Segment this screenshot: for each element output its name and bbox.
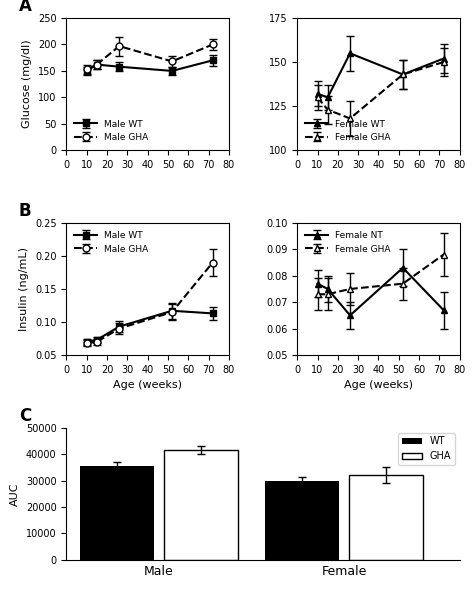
Text: C: C [19, 407, 31, 424]
X-axis label: Age (weeks): Age (weeks) [344, 380, 413, 390]
Text: B: B [19, 202, 32, 220]
Bar [80, 466, 155, 560]
Legend: Female NT, Female GHA: Female NT, Female GHA [302, 228, 394, 257]
Bar [349, 476, 423, 560]
Legend: Male WT, Male GHA: Male WT, Male GHA [71, 116, 152, 146]
Bar [164, 450, 237, 560]
Legend: Female WT, Female GHA: Female WT, Female GHA [302, 116, 394, 146]
Legend: WT, GHA: WT, GHA [399, 433, 455, 465]
X-axis label: Age (weeks): Age (weeks) [113, 380, 182, 390]
Y-axis label: Insulin (ng/mL): Insulin (ng/mL) [19, 247, 29, 331]
Y-axis label: AUC: AUC [10, 482, 20, 506]
Bar [265, 480, 339, 560]
Legend: Male WT, Male GHA: Male WT, Male GHA [71, 228, 152, 257]
Y-axis label: Glucose (mg/dl): Glucose (mg/dl) [22, 40, 32, 128]
Text: A: A [19, 0, 32, 15]
